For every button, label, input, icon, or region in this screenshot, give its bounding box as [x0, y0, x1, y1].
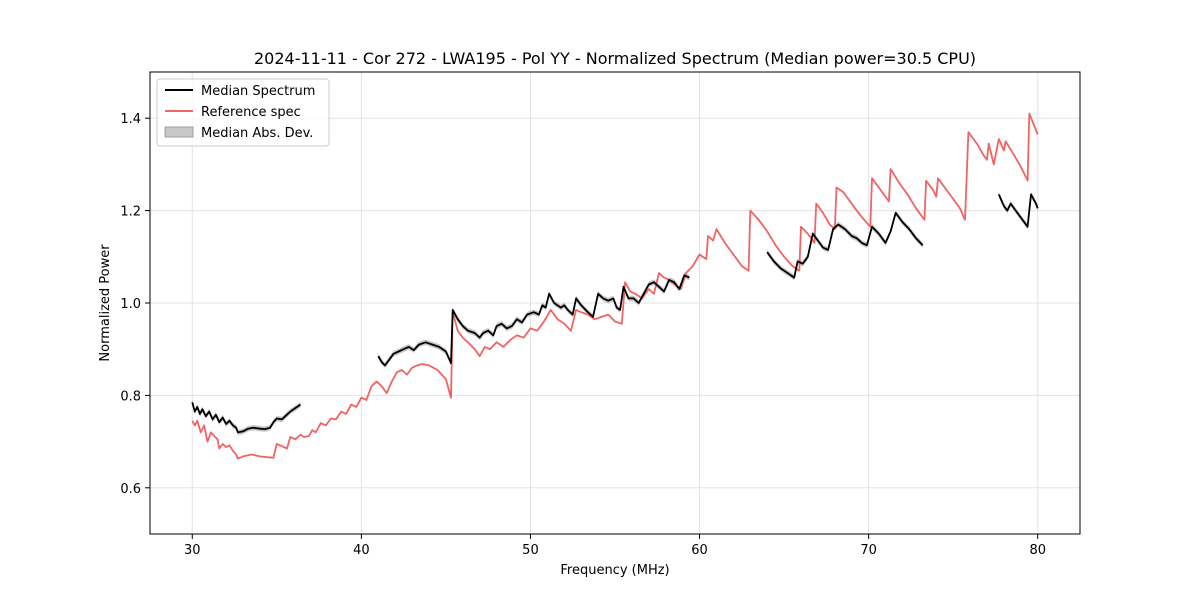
median-spectrum-line: [997, 193, 1039, 228]
y-axis-label: Normalized Power: [98, 244, 113, 362]
x-tick-label: 40: [353, 543, 370, 558]
legend-frame: [156, 78, 330, 147]
x-tick-label: 60: [691, 543, 708, 558]
y-tick-label: 0.6: [120, 482, 141, 497]
x-axis-label: Frequency (MHz): [560, 563, 669, 578]
x-tick-label: 30: [184, 543, 201, 558]
legend-swatch-mad: [164, 126, 194, 138]
reference-spec-line: [191, 112, 1039, 460]
series-line-layer: [191, 112, 1039, 460]
y-tick-label: 1.2: [120, 205, 141, 220]
mad-band: [767, 210, 923, 281]
y-tick-label: 0.8: [120, 389, 141, 404]
legend: Median Spectrum Reference spec Median Ab…: [156, 78, 330, 147]
median-spectrum-line: [766, 211, 924, 279]
legend-label-median: Median Spectrum: [201, 84, 315, 99]
legend-label-mad: Median Abs. Dev.: [201, 126, 313, 141]
x-tick-label: 80: [1029, 543, 1046, 558]
y-axis: 0.6 0.8 1.0 1.2 1.4: [120, 112, 150, 497]
mad-band-layer: [192, 191, 1038, 436]
y-tick-label: 1.4: [120, 112, 141, 127]
median-spectrum-line: [191, 402, 302, 434]
legend-label-reference: Reference spec: [201, 105, 301, 120]
x-tick-label: 70: [860, 543, 877, 558]
median-spectrum-line: [377, 274, 690, 367]
chart-title: 2024-11-11 - Cor 272 - LWA195 - Pol YY -…: [254, 49, 976, 68]
x-axis: 30 40 50 60 70 80: [184, 534, 1046, 558]
x-tick-label: 50: [522, 543, 539, 558]
y-tick-label: 1.0: [120, 297, 141, 312]
mad-band: [378, 272, 690, 369]
